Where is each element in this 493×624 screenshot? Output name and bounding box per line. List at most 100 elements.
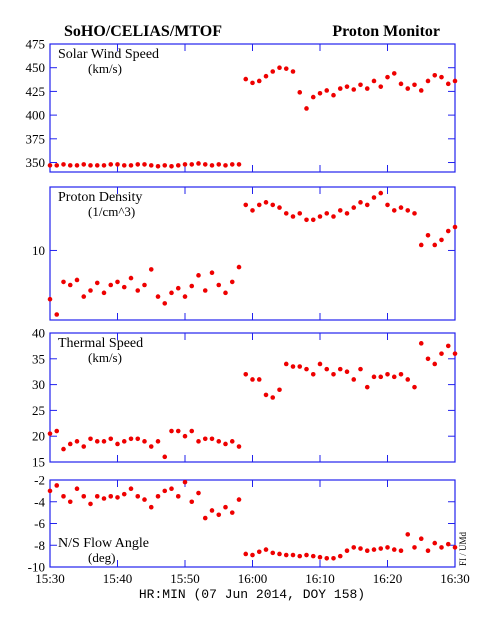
data-point <box>108 494 114 499</box>
x-tick-label: 16:00 <box>238 571 268 586</box>
y-tick-label: 375 <box>26 131 46 146</box>
data-point <box>304 106 309 111</box>
data-point <box>283 361 289 367</box>
data-point <box>391 547 397 552</box>
data-point <box>202 162 208 167</box>
data-point <box>223 504 228 510</box>
data-point <box>371 195 377 200</box>
data-point <box>324 556 330 561</box>
panel-subtitle: (deg) <box>88 550 115 565</box>
data-point <box>351 205 357 210</box>
data-point <box>371 78 377 84</box>
data-point <box>243 371 249 377</box>
data-point <box>351 87 357 92</box>
data-point <box>115 495 120 500</box>
data-point <box>135 162 141 167</box>
data-point <box>324 366 330 372</box>
data-point <box>47 431 53 436</box>
data-point <box>297 90 303 95</box>
data-point <box>439 237 444 243</box>
y-tick-label: 425 <box>26 84 46 99</box>
data-point <box>331 371 336 377</box>
data-point <box>439 351 444 356</box>
data-point <box>243 76 249 82</box>
data-point <box>115 441 120 447</box>
data-point <box>364 548 370 553</box>
data-point <box>115 162 120 167</box>
data-point <box>331 556 336 561</box>
data-point <box>229 439 235 444</box>
data-point <box>142 497 147 502</box>
data-point <box>61 446 66 452</box>
data-point <box>391 208 397 213</box>
data-point <box>128 163 134 168</box>
data-point <box>452 545 458 550</box>
data-point <box>263 547 269 552</box>
data-point <box>209 163 215 168</box>
data-point <box>67 163 73 168</box>
data-point <box>452 351 458 356</box>
data-point <box>290 364 296 369</box>
data-point <box>324 88 330 93</box>
data-point <box>88 436 93 442</box>
data-point <box>351 545 357 550</box>
data-point <box>250 80 255 86</box>
data-point <box>101 163 107 168</box>
data-point <box>175 285 181 291</box>
data-point <box>115 279 120 285</box>
data-point <box>337 86 343 91</box>
data-point <box>391 374 397 380</box>
y-tick-label: -4 <box>34 494 45 509</box>
data-point <box>121 491 127 497</box>
data-point <box>445 541 451 547</box>
data-point <box>425 356 431 362</box>
header-left: SoHO/CELIAS/MTOF <box>64 23 222 40</box>
data-point <box>445 228 451 234</box>
y-tick-label: -10 <box>28 560 45 575</box>
data-point <box>169 486 174 492</box>
y-tick-label: 25 <box>32 403 45 418</box>
data-point <box>67 499 73 505</box>
data-point <box>196 161 201 166</box>
data-point <box>304 552 309 558</box>
data-point <box>128 275 134 281</box>
data-point <box>189 283 195 289</box>
data-point <box>202 515 208 521</box>
y-tick-label: 40 <box>32 326 45 341</box>
data-point <box>304 366 309 372</box>
data-point <box>121 439 127 444</box>
data-point <box>398 371 404 377</box>
data-point <box>364 86 370 91</box>
data-point <box>148 267 154 272</box>
data-point <box>283 552 289 558</box>
data-point <box>135 494 141 499</box>
panel-subtitle: (km/s) <box>88 61 122 76</box>
data-point <box>412 82 417 88</box>
data-point <box>135 288 141 293</box>
data-point <box>209 436 215 442</box>
data-point <box>385 202 390 208</box>
data-point <box>196 439 201 444</box>
data-point <box>412 384 417 390</box>
data-point <box>61 279 66 285</box>
data-point <box>270 202 276 208</box>
y-tick-label: 450 <box>26 60 46 75</box>
data-point <box>121 284 127 290</box>
data-point <box>398 81 404 87</box>
data-point <box>331 92 336 98</box>
data-point <box>283 211 289 216</box>
data-point <box>358 546 363 551</box>
data-point <box>304 217 309 223</box>
data-point <box>94 163 100 168</box>
data-point <box>236 444 242 449</box>
data-point <box>337 553 343 559</box>
data-point <box>101 496 107 501</box>
data-point <box>385 545 390 550</box>
data-point <box>175 163 181 168</box>
data-point <box>371 547 377 552</box>
data-point <box>317 361 323 367</box>
data-point <box>378 546 384 551</box>
data-point <box>371 374 377 380</box>
data-point <box>263 392 269 398</box>
data-point <box>364 384 370 390</box>
